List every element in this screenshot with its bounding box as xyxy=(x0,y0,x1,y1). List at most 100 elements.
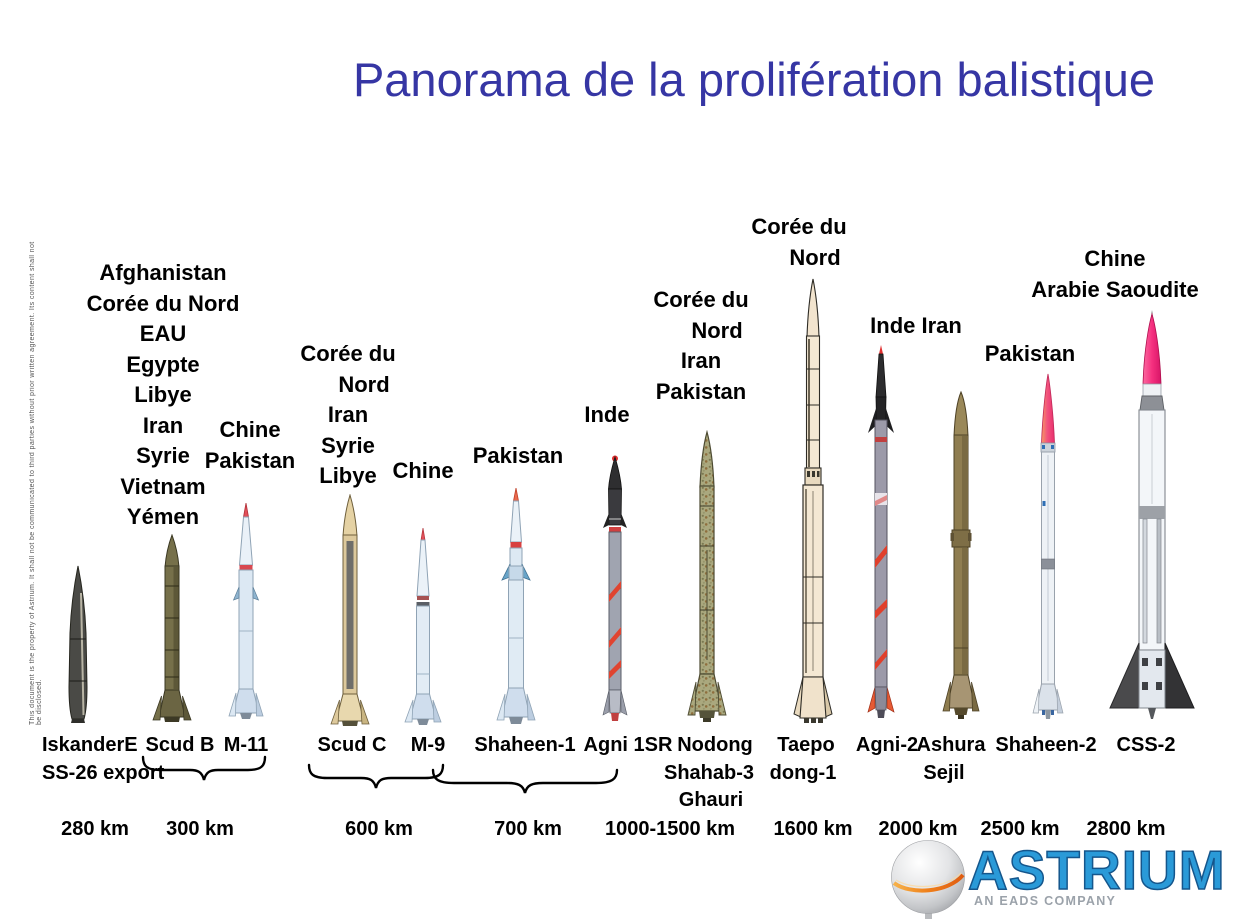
missile-m11 xyxy=(226,502,266,719)
range-label: 700 km xyxy=(494,818,562,840)
missile-name-label: Shaheen-2 xyxy=(995,734,1097,756)
missile-name-label: M-9 xyxy=(410,734,446,756)
missile-name-label: Shaheen-1 xyxy=(474,734,576,756)
shaheen-1-illustration xyxy=(496,487,536,724)
country-group-agni-2: Inde Iran xyxy=(870,311,962,342)
missile-name-label: CSS-2 xyxy=(1116,734,1176,756)
country-group-shaheen-1: Pakistan xyxy=(473,441,564,472)
shaheen-2-illustration xyxy=(1032,373,1064,719)
range-label: 1000-1500 km xyxy=(604,818,736,840)
ashura-sejil-illustration xyxy=(942,390,980,719)
country-group-agni-1: Inde xyxy=(584,400,629,431)
country-label: Nord xyxy=(338,371,390,397)
missile-shaheen-1 xyxy=(494,487,538,725)
country-label: Chine xyxy=(219,417,281,442)
country-label: Syrie xyxy=(136,443,190,468)
css-2-illustration xyxy=(1109,310,1195,719)
missile-name-label: Shahab-3 xyxy=(663,762,755,784)
range-label: 1600 km xyxy=(773,818,853,840)
brace-shaheen1-agni1 xyxy=(430,768,620,796)
country-group-m11: Chine Pakistan xyxy=(205,415,296,476)
country-group-scud-c: Corée du Nord Iran Syrie Libye xyxy=(300,339,395,492)
country-label: Corée du xyxy=(751,214,847,239)
country-label: Arabie Saoudite xyxy=(1031,276,1199,302)
agni-1sr-illustration xyxy=(602,455,628,721)
missile-name-label: dong-1 xyxy=(769,762,837,784)
brace-scud-c-m9 xyxy=(306,763,446,791)
country-label: Libye xyxy=(134,382,192,407)
astrium-wordmark: ASTRIUM xyxy=(967,838,1226,902)
vertical-disclaimer: This document is the property of Astrium… xyxy=(29,241,42,725)
page-title: Panorama de la prolifération balistique xyxy=(352,53,1156,106)
astrium-sphere-logo-icon xyxy=(889,839,969,919)
country-label: Afghanistan xyxy=(99,260,227,285)
missile-name-label: Agni-2 xyxy=(855,734,919,756)
country-label: Iran xyxy=(142,412,184,438)
range-label: 2500 km xyxy=(980,818,1060,840)
country-label: Pakistan xyxy=(472,443,564,468)
country-label: Yémen xyxy=(126,504,200,529)
astrium-tagline: AN EADS COMPANY xyxy=(974,894,1117,908)
range-label: 600 km xyxy=(345,818,413,840)
country-label: Pakistan xyxy=(204,447,296,473)
missile-name-label: SS-26 export xyxy=(42,762,165,784)
missile-name-label: IskanderE xyxy=(42,734,138,756)
iskander-illustration xyxy=(68,565,88,723)
country-label: Inde xyxy=(584,402,630,427)
missile-name-label: Agni 1SR xyxy=(583,734,673,756)
missile-agni-2 xyxy=(861,345,901,718)
missile-m9 xyxy=(404,527,442,725)
country-label: Iran xyxy=(680,348,722,373)
missile-name-label: Nodong xyxy=(677,734,753,756)
missile-shaheen-2 xyxy=(1031,373,1065,719)
country-label: Nord xyxy=(789,244,841,270)
country-label: Syrie xyxy=(321,432,375,458)
missile-css-2 xyxy=(1106,310,1198,719)
scud-c-illustration xyxy=(330,493,370,726)
m9-illustration xyxy=(404,527,442,725)
country-label: Libye xyxy=(319,463,377,488)
country-group-taepodong: Corée du Nord xyxy=(751,212,846,273)
country-group-scud-b: Afghanistan Corée du Nord EAU Egypte Lib… xyxy=(87,258,240,533)
brace-scud-b-m11 xyxy=(140,755,268,783)
missile-scud-b xyxy=(152,533,192,723)
country-group-m9: Chine xyxy=(392,456,453,487)
country-label: Corée du xyxy=(653,287,749,312)
country-label: Pakistan xyxy=(655,378,747,404)
scud-b-illustration xyxy=(152,533,192,722)
range-label: 2800 km xyxy=(1086,818,1166,840)
m11-illustration xyxy=(228,502,264,719)
range-label: 2000 km xyxy=(878,818,958,840)
country-label: Vietnam xyxy=(120,473,206,499)
country-label: Corée du xyxy=(300,341,396,366)
missile-name-label: M-11 xyxy=(223,734,269,756)
country-label: Inde Iran xyxy=(870,313,962,338)
country-label: EAU xyxy=(139,321,187,346)
missile-ashura-sejil xyxy=(941,390,981,719)
country-label: Pakistan xyxy=(984,341,1076,366)
missile-name-label: Ashura xyxy=(916,734,986,756)
missile-name-label: Sejil xyxy=(923,762,965,784)
country-label: Nord xyxy=(691,317,743,343)
country-label: Iran xyxy=(327,402,369,427)
missile-nodong xyxy=(687,429,727,722)
country-group-shaheen-2: Pakistan xyxy=(985,339,1076,370)
agni-2-illustration xyxy=(867,345,895,718)
missile-scud-c xyxy=(329,493,371,726)
taepodong-1-illustration xyxy=(793,278,833,723)
missile-agni-1sr xyxy=(597,455,633,721)
country-group-css-2: Chine Arabie Saoudite xyxy=(1031,244,1198,305)
missile-name-label: Ghauri xyxy=(678,789,744,811)
nodong-illustration xyxy=(687,429,727,722)
range-label: 280 km xyxy=(61,818,129,840)
range-label: 300 km xyxy=(166,818,234,840)
country-group-nodong: Corée du Nord Iran Pakistan xyxy=(653,285,748,407)
missile-name-label: Scud B xyxy=(145,734,215,756)
missile-name-label: Taepo xyxy=(777,734,835,756)
missile-iskander-ss26 xyxy=(60,565,96,723)
country-label: Chine xyxy=(1084,246,1146,271)
country-label: Chine xyxy=(392,458,454,483)
missile-name-label: Scud C xyxy=(317,734,387,756)
country-label: Egypte xyxy=(126,351,200,377)
